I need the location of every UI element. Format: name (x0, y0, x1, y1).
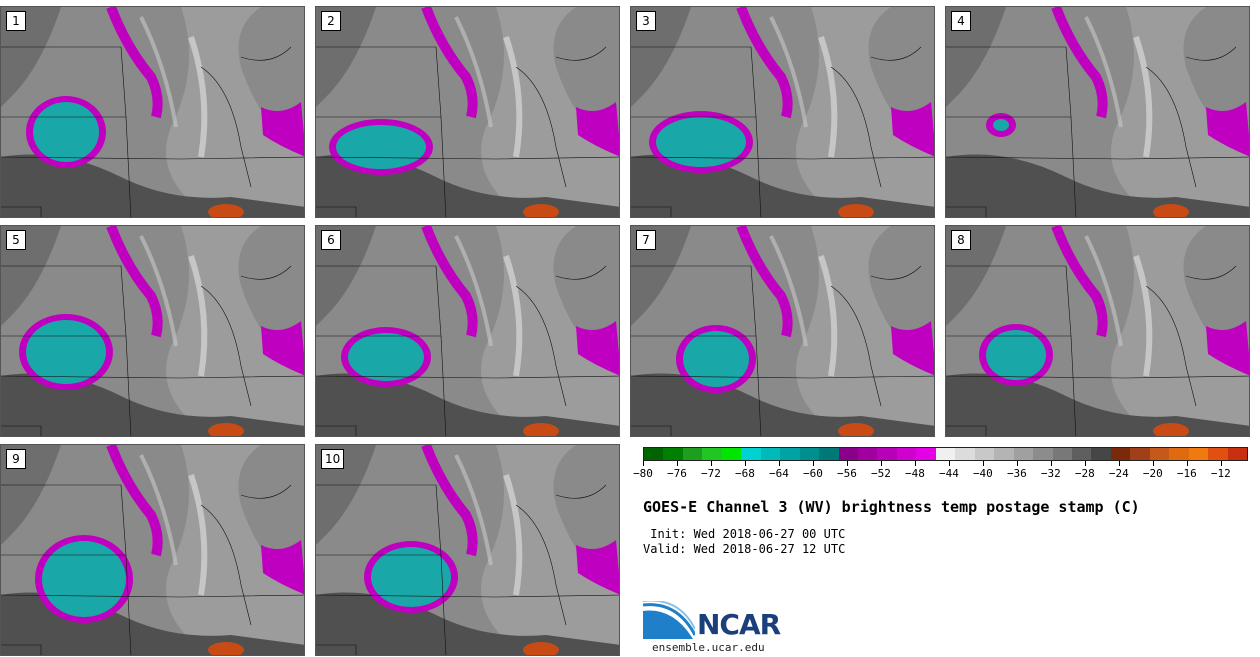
colorbar-tick-label: −40 (972, 467, 993, 480)
colorbar-tick-label: −64 (769, 467, 789, 480)
colorbar-tick (710, 461, 712, 466)
colorbar-swatch (1227, 448, 1248, 460)
colorbar-tick (1084, 461, 1086, 466)
colorbar-tick (1050, 461, 1052, 466)
colorbar-tick (643, 461, 644, 466)
colorbar-swatch (857, 448, 878, 460)
colorbar-tick-label: −56 (836, 467, 857, 480)
colorbar-tick-label: −48 (904, 467, 925, 480)
colorbar-swatch (955, 448, 975, 460)
colorbar-tick (1118, 461, 1120, 466)
colorbar-tick-label: −12 (1210, 467, 1231, 480)
valid-time: Valid: Wed 2018-06-27 12 UTC (643, 542, 846, 556)
map-panel-2: 2 (315, 6, 620, 218)
colorbar-swatch (896, 448, 917, 460)
colorbar-tick-label: −52 (870, 467, 891, 480)
colorbar-tick (880, 461, 882, 466)
map-panel-10: 10 (315, 444, 620, 656)
colorbar-swatch (760, 448, 781, 460)
colorbar-tick-label: −20 (1142, 467, 1163, 480)
colorbar-tick-label: −16 (1176, 467, 1197, 480)
map-panel-8: 8 (945, 225, 1250, 437)
colorbar-tick-label: −28 (1074, 467, 1095, 480)
colorbar-tick (846, 461, 848, 466)
ncar-logo-icon (643, 601, 695, 641)
colorbar-tick-label: −44 (938, 467, 959, 480)
colorbar-tick (1186, 461, 1188, 466)
colorbar-tick-label: −72 (701, 467, 721, 480)
colorbar-tick (676, 461, 678, 466)
panel-number-label: 9 (6, 449, 26, 469)
colorbar-swatch (644, 448, 664, 460)
colorbar-tick (982, 461, 984, 466)
colorbar-swatch (1052, 448, 1072, 460)
map-panel-9: 9 (0, 444, 305, 656)
colorbar-swatch (1169, 448, 1189, 460)
colorbar-swatch (838, 448, 858, 460)
colorbar-tick (812, 461, 814, 466)
map-panel-6: 6 (315, 225, 620, 437)
colorbar-tick (744, 461, 746, 466)
colorbar-swatch (799, 448, 820, 460)
panel-number-label: 8 (951, 230, 971, 250)
chart-title: GOES-E Channel 3 (WV) brightness temp po… (643, 498, 1140, 516)
colorbar-tick (778, 461, 780, 466)
panel-number-label: 2 (321, 11, 341, 31)
colorbar-tick (948, 461, 950, 466)
colorbar-swatch (916, 448, 936, 460)
colorbar-swatch (1208, 448, 1228, 460)
colorbar-swatch (974, 448, 995, 460)
map-panel-3: 3 (630, 6, 935, 218)
colorbar-tick-label: −76 (667, 467, 687, 480)
colorbar-swatch (1130, 448, 1150, 460)
colorbar-swatch (935, 448, 956, 460)
colorbar-swatch (721, 448, 742, 460)
panel-number-label: 3 (636, 11, 656, 31)
panel-number-label: 5 (6, 230, 26, 250)
colorbar-tick-label: −36 (1006, 467, 1027, 480)
colorbar-tick-label: −24 (1108, 467, 1129, 480)
panel-number-label: 6 (321, 230, 341, 250)
colorbar-tick (914, 461, 916, 466)
map-panel-7: 7 (630, 225, 935, 437)
colorbar-swatch (1071, 448, 1092, 460)
colorbar-tick-label: −32 (1040, 467, 1061, 480)
colorbar-swatch (877, 448, 897, 460)
colorbar-swatch (819, 448, 839, 460)
colorbar-tick-label: −80 (633, 467, 653, 480)
colorbar-swatch (1091, 448, 1111, 460)
panel-number-label: 10 (321, 449, 345, 469)
colorbar-tick (1152, 461, 1154, 466)
map-panel-4: 4 (945, 6, 1250, 218)
colorbar-swatch (1188, 448, 1209, 460)
init-time: Init: Wed 2018-06-27 00 UTC (643, 527, 846, 541)
colorbar-swatch (741, 448, 761, 460)
colorbar-swatch (780, 448, 800, 460)
colorbar-swatch (1013, 448, 1034, 460)
colorbar-swatch (1110, 448, 1131, 460)
colorbar-swatch (1033, 448, 1053, 460)
colorbar-swatch (663, 448, 683, 460)
colorbar-swatch (1149, 448, 1170, 460)
ncar-wordmark: NCAR (697, 608, 781, 641)
site-url: ensemble.ucar.edu (652, 641, 765, 654)
colorbar-tick (1016, 461, 1018, 466)
panel-number-label: 7 (636, 230, 656, 250)
colorbar-swatch (702, 448, 722, 460)
panel-number-label: 1 (6, 11, 26, 31)
colorbar-tick (1220, 461, 1222, 466)
map-panel-5: 5 (0, 225, 305, 437)
colorbar-swatch (682, 448, 703, 460)
panel-number-label: 4 (951, 11, 971, 31)
colorbar-tick-label: −60 (803, 467, 823, 480)
colorbar (643, 447, 1248, 461)
map-panel-1: 1 (0, 6, 305, 218)
colorbar-swatch (994, 448, 1014, 460)
colorbar-tick-label: −68 (735, 467, 755, 480)
